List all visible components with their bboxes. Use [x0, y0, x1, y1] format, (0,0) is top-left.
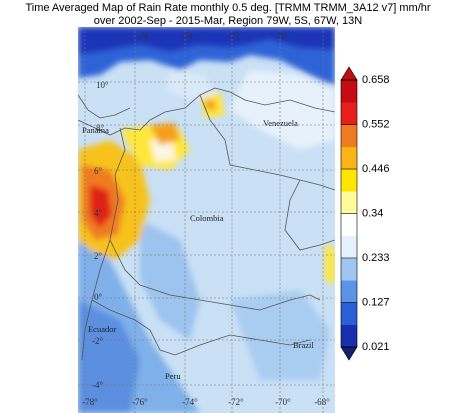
lon-label: -72: [228, 31, 240, 41]
title-line: Time Averaged Map of Rain Rate monthly 0…: [25, 2, 430, 14]
colorbar-label: 0.233: [362, 252, 390, 264]
colorbar-arrow: [340, 66, 358, 81]
colorbar-segment: [341, 258, 357, 281]
lat-label: 10°: [96, 80, 109, 90]
lat-label: -4°: [92, 380, 103, 390]
place-label: Colombia: [190, 213, 224, 223]
lat-label: 0°: [94, 292, 103, 302]
lat-label: 6°: [94, 166, 103, 176]
colorbar-label: 0.446: [362, 163, 390, 175]
lon-label: -78°: [82, 397, 98, 407]
colorbar-segment: [341, 324, 357, 348]
place-label: Venezuela: [263, 118, 298, 128]
place-label: Panama: [82, 125, 109, 135]
place-labels: Panama Venezuela Colombia Ecuador Brazil…: [82, 118, 314, 381]
lat-label: 2°: [94, 251, 103, 261]
lon-label: -72°: [228, 397, 244, 407]
map: [78, 27, 335, 413]
colorbar-label: 0.34: [362, 207, 383, 219]
grid: [78, 27, 335, 413]
lon-label: -76°: [132, 397, 148, 407]
colorbar-segment: [341, 302, 357, 326]
lat-labels: 10° 8° 6° 4° 2° 0° -2° -4°: [92, 80, 109, 390]
colorbar-segment: [341, 280, 357, 303]
colorbar-segment: [341, 235, 357, 259]
colorbar-segment: [341, 124, 357, 148]
colorbar-arrow: [340, 346, 358, 361]
lon-label: -70: [274, 31, 286, 41]
lat-label: 8°: [96, 123, 105, 133]
colorbar-segment: [341, 146, 357, 170]
colorbar-segment: [341, 169, 357, 192]
place-label: Ecuador: [88, 324, 116, 334]
colorbar-label: 0.127: [362, 296, 390, 308]
place-label: Brazil: [293, 340, 314, 350]
lon-label: -70°: [275, 397, 291, 407]
lon-label: -74°: [182, 397, 198, 407]
lon-label: -74: [181, 31, 193, 41]
title-line: over 2002-Sep - 2015-Mar, Region 79W, 5S…: [94, 15, 362, 27]
colorbar-label: 0.552: [362, 118, 390, 130]
lon-label: -76: [137, 31, 149, 41]
lon-labels-top: -76 -74 -72 -70: [137, 31, 286, 41]
lon-labels-bottom: -78° -76° -74° -72° -70° -68°: [82, 397, 330, 407]
lat-label: 4°: [94, 208, 103, 218]
lat-label: -2°: [92, 336, 103, 346]
colorbar-segment: [341, 213, 357, 237]
lon-label: -68°: [314, 397, 330, 407]
colorbar-label: 0.021: [362, 341, 390, 353]
colorbar-segment: [341, 191, 357, 214]
colorbar-segment: [341, 80, 357, 103]
colorbar: 0.021 0.127 0.233 0.34 0.446 0.552 0.658: [340, 66, 390, 361]
colorbar-label: 0.658: [362, 74, 390, 86]
place-label: Peru: [165, 371, 181, 381]
colorbar-segment: [341, 102, 357, 125]
